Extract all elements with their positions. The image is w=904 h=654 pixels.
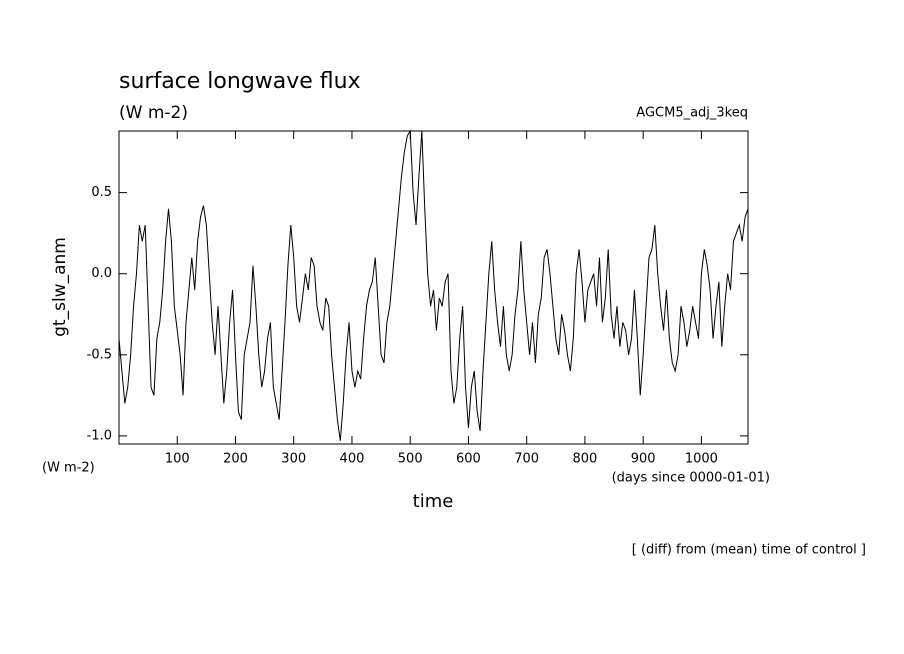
x-tick-label: 900	[631, 452, 656, 467]
units-label: (W m-2)	[119, 103, 188, 123]
x-units-label: (days since 0000-01-01)	[612, 471, 770, 486]
x-tick-label: 400	[340, 452, 365, 467]
y-tick-label: -0.5	[87, 347, 112, 362]
x-tick-label: 200	[223, 452, 248, 467]
x-tick-label: 1000	[685, 452, 718, 467]
y-tick-label: 0.0	[91, 266, 112, 281]
x-axis-title: time	[413, 491, 454, 512]
y-axis-title: gt_slw_anm	[50, 237, 70, 337]
y-tick-label: -1.0	[87, 428, 112, 443]
x-tick-label: 700	[514, 452, 539, 467]
experiment-label: AGCM5_adj_3keq	[636, 106, 748, 121]
y-tick-label: 0.5	[91, 185, 112, 200]
plot-frame	[118, 130, 749, 445]
data-line	[118, 129, 749, 441]
chart-title: surface longwave flux	[119, 69, 361, 94]
footer-note: [ (diff) from (mean) time of control ]	[632, 543, 866, 558]
x-tick-label: 800	[573, 452, 598, 467]
x-tick-label: 100	[165, 452, 190, 467]
y-units-label: (W m-2)	[42, 461, 95, 476]
x-tick-label: 300	[281, 452, 306, 467]
x-tick-label: 600	[456, 452, 481, 467]
x-tick-label: 500	[398, 452, 423, 467]
